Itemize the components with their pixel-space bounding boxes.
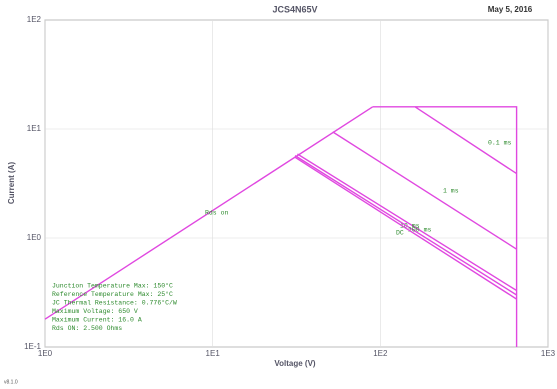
soa-line (414, 106, 517, 175)
x-tick-label: 1E3 (541, 349, 556, 358)
y-axis-label: Current (A) (7, 162, 16, 205)
annotation: Rds ON: 2.500 Ohms (52, 325, 122, 332)
soa-line (294, 155, 517, 296)
y-tick-label: 1E1 (27, 124, 42, 133)
x-tick-label: 1E2 (373, 349, 388, 358)
soa-line (332, 131, 517, 250)
chart-title: JCS4N65V (272, 4, 317, 14)
x-tick-label: 1E1 (206, 349, 221, 358)
annotation: Maximum Voltage: 650 V (52, 308, 138, 315)
line-label: Rds on (205, 210, 229, 217)
x-axis-label: Voltage (V) (274, 359, 316, 368)
x-tick-label: 1E0 (38, 349, 53, 358)
annotation: Maximum Current: 16.0 A (52, 317, 142, 324)
line-label: 1 ms (443, 188, 459, 195)
line-label: DC (396, 230, 404, 237)
y-tick-label: 1E0 (27, 233, 42, 242)
line-label: 10 ms (400, 223, 420, 230)
soa-line (294, 156, 517, 300)
annotation: Junction Temperature Max: 150°C (52, 282, 173, 290)
annotation: Reference Temperature Max: 25°C (52, 290, 173, 298)
soa-line (297, 153, 517, 292)
soa-boundary (372, 106, 518, 347)
version: v8.1.0 (4, 379, 18, 385)
date: May 5, 2016 (488, 5, 533, 14)
annotation: JC Thermal Resistance: 0.776°C/W (52, 299, 177, 307)
line-label: 0.1 ms (488, 140, 512, 147)
soa-line (44, 106, 374, 320)
y-tick-label: 1E2 (27, 15, 42, 24)
line-label: 100 ms (408, 227, 432, 234)
y-tick-label: 1E-1 (24, 342, 41, 351)
